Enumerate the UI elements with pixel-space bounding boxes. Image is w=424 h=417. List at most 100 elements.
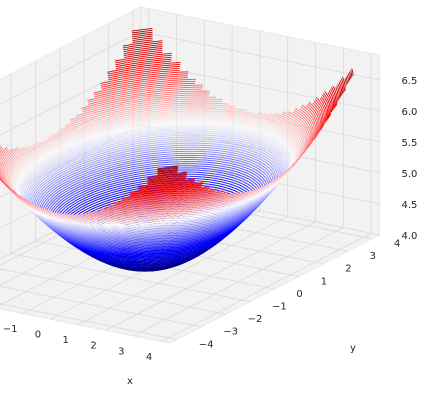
- contour-line: [37, 152, 273, 241]
- contour-line: [123, 49, 163, 56]
- contour-line: [329, 88, 336, 109]
- y-tick-label: 1: [321, 276, 327, 287]
- contour-line: [312, 102, 323, 134]
- z-grid-line: [0, 31, 141, 105]
- contour-line: [344, 78, 347, 86]
- contour-line: [335, 87, 339, 101]
- contour-line: [100, 191, 229, 210]
- y-tick-label: 0: [296, 289, 302, 300]
- contour-line: [36, 150, 274, 240]
- contour-line: [107, 63, 181, 75]
- contour-line: [157, 171, 178, 175]
- contour-line: [52, 173, 258, 251]
- contour-line: [27, 138, 283, 235]
- contour-line: [138, 180, 195, 189]
- contour-line: [338, 81, 343, 96]
- contour-line: [23, 132, 287, 232]
- contour-line: [100, 71, 189, 85]
- contour-line: [30, 142, 280, 237]
- contour-line: [336, 85, 340, 99]
- contour-line: [40, 157, 270, 243]
- z-tick-label: 5.0: [402, 169, 418, 180]
- x-tick-label: −1: [3, 324, 18, 335]
- x-tick-label: 4: [146, 352, 152, 363]
- contour-line: [45, 163, 265, 246]
- contour-line: [132, 31, 153, 36]
- contour-line: [123, 42, 163, 49]
- z-tick-label: 6.5: [402, 76, 418, 87]
- contour-line: [147, 171, 188, 179]
- contour-line: [130, 186, 202, 197]
- contour-line: [108, 67, 180, 79]
- contour-line: [87, 191, 241, 214]
- y-tick-label: −4: [199, 339, 214, 350]
- z-tick-label: 4.5: [402, 200, 418, 211]
- contour-line: [147, 176, 187, 183]
- y-grid-line: [10, 253, 251, 303]
- contour-line: [88, 88, 203, 105]
- y-grid-line: [0, 268, 226, 315]
- contour-line: [43, 161, 267, 245]
- contour-line: [129, 184, 203, 195]
- contour-line: [122, 188, 209, 201]
- contour-line: [337, 83, 341, 98]
- contour-line: [328, 90, 335, 111]
- contour-line: [15, 120, 295, 225]
- contour-line: [349, 71, 352, 80]
- contour-line: [122, 40, 163, 47]
- contour-line: [18, 124, 292, 228]
- contour-line: [100, 192, 229, 211]
- contour-line: [121, 186, 210, 200]
- contour-line: [157, 167, 178, 172]
- contour-line: [70, 100, 223, 123]
- contour-line: [24, 134, 286, 233]
- contour-line: [147, 172, 187, 180]
- contour-line: [107, 191, 223, 208]
- contour-line: [157, 168, 178, 173]
- contour-line: [147, 175, 187, 182]
- contour-line: [308, 101, 321, 138]
- contour-line: [313, 100, 324, 132]
- contour-line: [123, 46, 163, 53]
- contour-line: [87, 86, 203, 103]
- x-tick-label: 3: [118, 346, 124, 357]
- z-grid-line: [140, 62, 380, 112]
- contour-line: [147, 174, 187, 181]
- contour-line: [157, 172, 178, 176]
- contour-line: [347, 73, 351, 81]
- contour-line: [157, 165, 179, 170]
- contour-line: [69, 98, 223, 121]
- contour-line: [49, 169, 261, 249]
- contour-line: [121, 185, 210, 199]
- contour-line: [157, 166, 179, 171]
- contour-line: [81, 90, 210, 109]
- contour-line: [29, 140, 281, 236]
- x-tick-label: 2: [90, 341, 96, 352]
- contour-line: [63, 186, 262, 218]
- contour-line: [5, 145, 41, 208]
- contour-line: [157, 170, 178, 174]
- contour-line: [351, 68, 354, 76]
- contour-line: [14, 118, 296, 224]
- x-tick-label: 0: [35, 330, 41, 341]
- contour-line: [323, 93, 331, 119]
- contour-line: [320, 96, 329, 122]
- contour-line: [115, 54, 172, 64]
- contour-line: [115, 58, 172, 68]
- contour-line: [10, 112, 300, 221]
- contour-line: [341, 76, 346, 91]
- x-axis-label: x: [127, 376, 133, 387]
- x-tick-label: 1: [63, 335, 69, 346]
- contour-line: [138, 179, 195, 188]
- contour-line: [339, 80, 344, 95]
- contour-line: [307, 103, 320, 140]
- contour-line: [19, 126, 291, 229]
- contour-line: [107, 65, 181, 77]
- contour-line: [31, 144, 279, 238]
- y-tick-label: −1: [272, 302, 287, 313]
- contour-line: [123, 44, 163, 51]
- contour-line: [48, 106, 247, 138]
- contour-line: [87, 192, 240, 215]
